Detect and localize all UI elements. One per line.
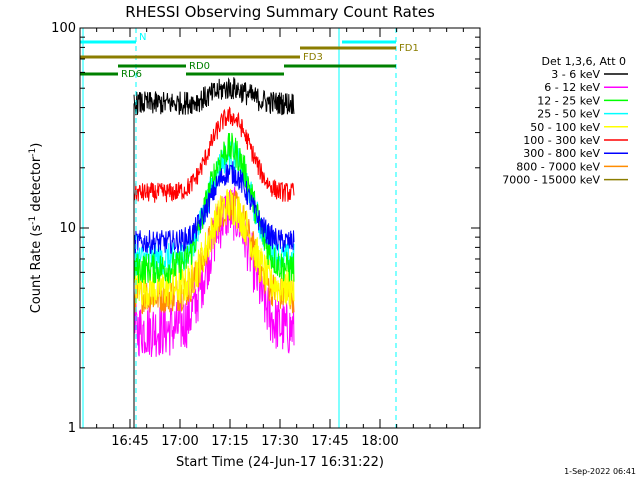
chart-title: RHESSI Observing Summary Count Rates (125, 3, 435, 21)
series-trace (133, 77, 295, 116)
data-layer (133, 77, 295, 429)
flag-label: FD1 (399, 43, 419, 54)
legend-label: 25 - 50 keV (537, 108, 600, 121)
legend-label: 100 - 300 keV (523, 134, 600, 147)
x-tick-label: 16:45 (111, 434, 148, 449)
y-tick-label: 100 (51, 21, 76, 36)
y-tick-label: 1 (68, 421, 76, 436)
y-tick-label: 10 (59, 221, 76, 236)
y-axis-label: Count Rate (s-1 detector-1) (28, 143, 44, 314)
series-trace (133, 106, 295, 203)
legend-label: 12 - 25 keV (537, 94, 600, 107)
legend-label: 300 - 800 keV (523, 147, 600, 160)
axis-layer: 1 10 100 16:45 17:00 17:15 17:30 17:45 18:00 (51, 21, 481, 449)
x-tick-label: 17:00 (161, 434, 198, 449)
plot-area: N FD1 FD3 RD0 RD6 1 10 100 16:45 17:00 17:15 17:30… (51, 21, 481, 449)
legend-title: Det 1,3,6, Att 0 (542, 55, 626, 68)
x-tick-label: 17:15 (211, 434, 248, 449)
x-tick-label: 17:45 (311, 434, 348, 449)
legend-label: 50 - 100 keV (530, 121, 600, 134)
flag-label: FD3 (303, 52, 323, 63)
flag-label: N (139, 32, 146, 43)
legend-label: 3 - 6 keV (551, 68, 600, 81)
x-axis-label: Start Time (24-Jun-17 16:31:22) (176, 455, 384, 470)
series-trace (133, 161, 295, 255)
legend-label: 7000 - 15000 keV (502, 174, 600, 187)
x-tick-label: 17:30 (261, 434, 298, 449)
series-trace (133, 188, 295, 309)
flag-label: RD6 (121, 69, 142, 80)
legend-label: 800 - 7000 keV (516, 160, 600, 173)
x-tick-label: 18:00 (361, 434, 398, 449)
footer-timestamp: 1-Sep-2022 06:41 (564, 467, 636, 476)
flag-bar-layer: N FD1 FD3 RD0 RD6 (80, 32, 419, 80)
flag-label: RD0 (189, 61, 210, 72)
plot-frame (79, 27, 481, 429)
series-trace (133, 132, 295, 284)
legend-label: 6 - 12 keV (544, 81, 600, 94)
vertical-marker-layer (82, 28, 397, 428)
